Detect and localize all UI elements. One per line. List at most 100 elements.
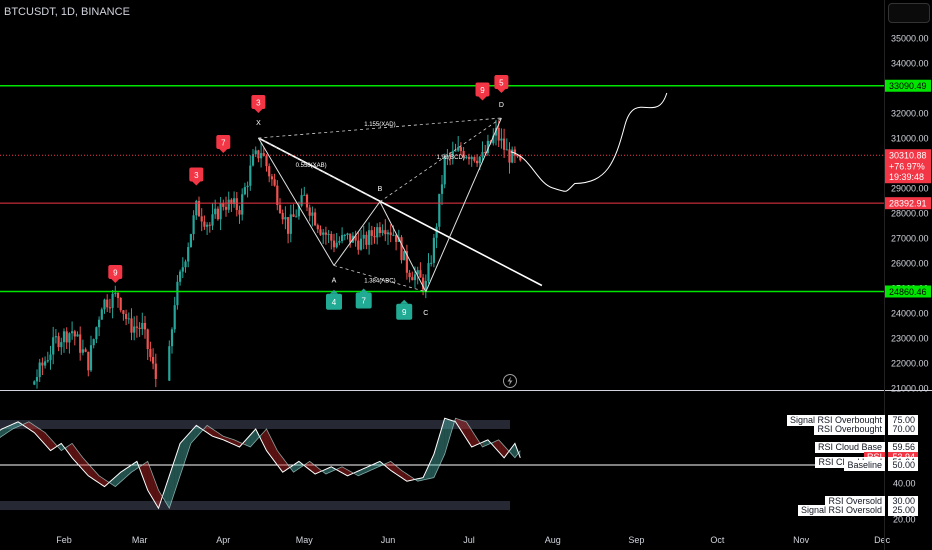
candle-body [241, 194, 244, 215]
price-tick-label: 24000.00 [891, 309, 929, 319]
candle-body [395, 234, 398, 242]
candle [324, 226, 327, 245]
candle-body [54, 336, 57, 338]
price-tick-label: 34000.00 [891, 59, 929, 69]
candle [419, 262, 422, 278]
candle-body [311, 212, 314, 216]
candle [111, 290, 114, 319]
candle [470, 155, 473, 167]
candle-body [130, 318, 133, 333]
candle-body [281, 212, 284, 220]
price-level-label: 28392.91 [889, 199, 927, 209]
marker-pointer [111, 279, 120, 283]
harmonic-leg [333, 201, 381, 266]
candle [505, 138, 508, 151]
harmonic-point-label: C [423, 310, 428, 317]
time-tick-label: Jul [463, 535, 475, 545]
candle [52, 326, 55, 365]
candle-body [332, 240, 336, 248]
candle-body [481, 152, 484, 157]
candle-body [384, 230, 387, 235]
candle-body [98, 319, 101, 328]
candle-body [443, 155, 446, 185]
candle-body [303, 194, 306, 196]
candle [224, 196, 228, 217]
candle-body [508, 149, 511, 163]
harmonic-point-label: A [332, 278, 337, 285]
price-tick-label: 22000.00 [891, 359, 929, 369]
candle [362, 225, 365, 250]
sell-signal-marker: 9 [108, 265, 123, 283]
candle-body [343, 235, 346, 237]
candle [405, 244, 408, 280]
candle [395, 234, 398, 251]
candle-body [516, 155, 519, 157]
candle-body [284, 217, 287, 220]
candle-body [446, 155, 449, 157]
candle-body [462, 151, 465, 158]
candle-body [206, 224, 209, 227]
marker-box [251, 95, 266, 109]
candle [476, 154, 479, 167]
lightning-icon [503, 374, 517, 388]
candle [381, 224, 384, 236]
ratio-label: 1.155(XAD) [364, 122, 395, 128]
candle-body [511, 149, 514, 163]
candle [459, 142, 462, 156]
candle-body [106, 299, 109, 308]
candle [187, 242, 190, 268]
candle-body [470, 157, 473, 160]
candle [273, 173, 276, 187]
candle-body [200, 216, 203, 222]
rsi-signal-line [0, 417, 521, 510]
candle [60, 337, 63, 355]
candle [106, 294, 109, 313]
candle [305, 193, 309, 212]
candle [73, 329, 76, 346]
candle-body [362, 234, 365, 239]
candle-body [430, 262, 433, 264]
marker-box [216, 135, 231, 149]
candle [100, 307, 103, 320]
toolbar-button[interactable] [888, 3, 930, 23]
candle [430, 255, 433, 267]
marker-box [475, 82, 490, 97]
candle [89, 335, 93, 372]
candle [257, 149, 260, 163]
marker-pointer [254, 109, 263, 113]
candle [208, 222, 211, 233]
candle-body [68, 333, 71, 343]
candle-body [386, 232, 390, 235]
candle [79, 326, 82, 361]
candle-body [71, 331, 74, 334]
candle [57, 332, 60, 352]
symbol-title: BTCUSDT, 1D, BINANCE [4, 6, 130, 18]
candle [376, 223, 379, 245]
candle-body [119, 297, 122, 311]
candle [146, 328, 149, 360]
candle [230, 198, 233, 212]
candle-body [300, 195, 303, 206]
candle-body [260, 153, 263, 159]
candle [432, 233, 435, 268]
candle-body [57, 336, 60, 348]
ratio-line-abc [333, 265, 426, 293]
candle-body [103, 299, 106, 310]
candle-body [41, 362, 44, 366]
marker-box [494, 75, 509, 89]
legend-name: Signal RSI Overbought [786, 415, 885, 426]
candle-body [292, 214, 295, 217]
candle-body [76, 334, 79, 337]
candle [378, 222, 381, 238]
candle-body [478, 156, 481, 164]
oversold-band [0, 501, 510, 510]
candle-body [125, 313, 128, 320]
candle [71, 321, 74, 340]
candle-body [459, 147, 462, 152]
sell-signal-marker: 3 [189, 167, 204, 186]
marker-label: 3 [256, 99, 261, 108]
time-tick-label: Nov [793, 535, 810, 545]
candle [281, 209, 284, 225]
candle [314, 208, 317, 227]
